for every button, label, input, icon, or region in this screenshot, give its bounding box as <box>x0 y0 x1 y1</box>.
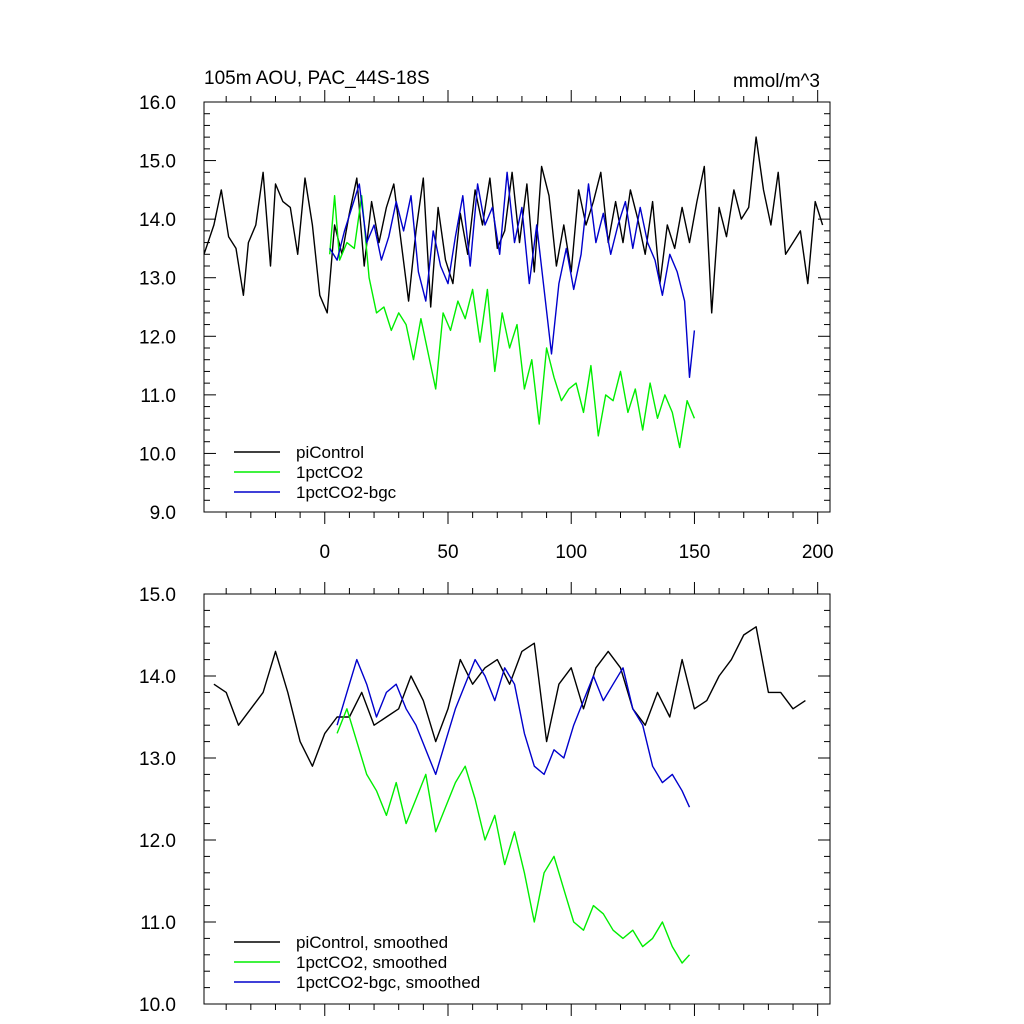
chart-title: 105m AOU, PAC_44S-18S <box>204 68 430 89</box>
x-tick-label: 0 <box>319 542 330 563</box>
y-tick-label: 11.0 <box>140 913 176 934</box>
series-line-1pctco2-bgc-smoothed <box>336 658 691 808</box>
y-tick-label: 10.0 <box>139 995 176 1016</box>
legend-label: 1pctCO2-bgc <box>296 483 397 502</box>
plot-frame <box>203 101 831 513</box>
y-tick-label: 13.0 <box>139 749 176 770</box>
x-tick-label: 50 <box>437 542 458 563</box>
legend-label: piControl, smoothed <box>296 933 448 952</box>
y-tick-label: 12.0 <box>139 327 176 348</box>
y-tick-label: 14.0 <box>139 667 176 688</box>
series-line-picontrol-smoothed <box>213 626 806 767</box>
y-tick-label: 15.0 <box>139 152 176 173</box>
x-tick-label: 100 <box>555 542 587 563</box>
x-tick-label: 200 <box>802 542 834 563</box>
series-line-1pctco2 <box>329 194 696 449</box>
series-line-1pctco2-smoothed <box>336 708 691 964</box>
legend-label: 1pctCO2-bgc, smoothed <box>296 973 480 992</box>
y-tick-label: 9.0 <box>150 503 176 524</box>
axis-ticks <box>204 582 830 1016</box>
series-lines <box>203 136 824 449</box>
y-tick-label: 13.0 <box>139 269 176 290</box>
series-lines <box>213 626 806 964</box>
plot-frame <box>203 593 831 1005</box>
x-tick-label: 150 <box>679 542 711 563</box>
legend-label: piControl <box>296 443 364 462</box>
y-tick-label: 11.0 <box>140 386 176 407</box>
legend-label: 1pctCO2 <box>296 463 363 482</box>
units-label: mmol/m^3 <box>733 71 820 92</box>
y-tick-label: 16.0 <box>139 93 176 114</box>
tick-labels: 10.0 11.0 12.0 13.0 14.0 15.0 <box>139 585 176 1016</box>
axis-ticks <box>204 90 830 524</box>
y-tick-label: 14.0 <box>139 210 176 231</box>
series-line-picontrol <box>203 136 824 314</box>
series-line-1pctco2-bgc <box>329 171 696 378</box>
bottom-panel: 10.0 11.0 12.0 13.0 14.0 15.0 piControl, smoo… <box>139 582 831 1016</box>
legend-label: 1pctCO2, smoothed <box>296 953 447 972</box>
y-tick-label: 12.0 <box>139 831 176 852</box>
y-tick-label: 15.0 <box>139 585 176 606</box>
y-tick-label: 10.0 <box>139 444 176 465</box>
top-panel: 105m AOU, PAC_44S-18S mmol/m^3 9.0 10.0 11… <box>139 68 834 563</box>
tick-labels: 9.0 10.0 11.0 12.0 13.0 14.0 15.0 16.0 0 50 100 150… <box>139 93 834 563</box>
